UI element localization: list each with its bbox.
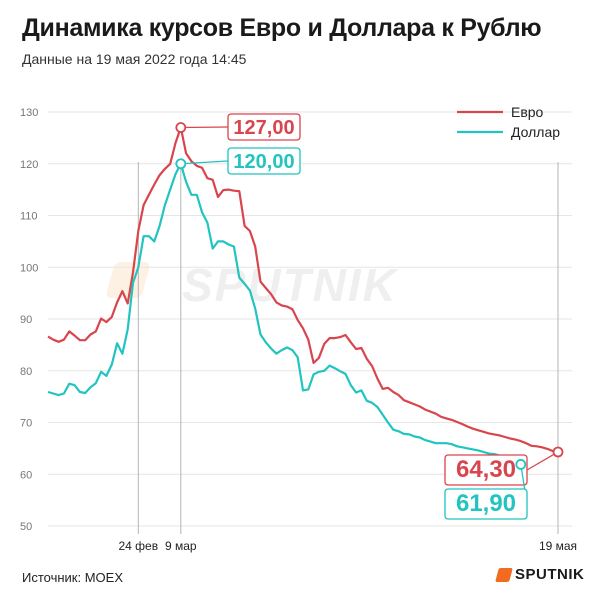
y-tick-label: 50 — [20, 521, 32, 533]
data-label: 61,90 — [456, 490, 516, 517]
y-tick-label: 60 — [20, 469, 32, 481]
highlight-point — [175, 158, 187, 170]
brand-name: SPUTNIK — [515, 566, 585, 583]
legend-label: Евро — [511, 104, 544, 120]
x-tick-label: 9 мар — [165, 539, 197, 553]
callout-leader — [180, 160, 229, 165]
x-tick-label: 19 мая — [539, 539, 577, 553]
euro-series-line — [47, 126, 559, 454]
chart-subtitle: Данные на 19 мая 2022 года 14:45 — [22, 51, 247, 67]
brand-mark-icon — [495, 567, 513, 582]
callout-box — [227, 147, 301, 175]
y-tick-label: 120 — [20, 159, 38, 171]
callout-box — [444, 488, 528, 520]
callout-box — [444, 454, 528, 486]
dollar-series-line — [47, 162, 522, 466]
callout-leader — [526, 451, 559, 471]
x-tick-label: 24 фев — [119, 539, 159, 553]
highlight-point — [175, 122, 187, 133]
y-tick-label: 130 — [20, 107, 38, 119]
chart-title: Динамика курсов Евро и Доллара к Рублю — [22, 14, 542, 42]
source-note: Источник: MOEX — [22, 570, 124, 585]
y-tick-label: 70 — [20, 418, 32, 430]
callout-leader — [180, 126, 229, 129]
legend-label: Доллар — [511, 124, 560, 140]
y-tick-label: 80 — [20, 366, 32, 378]
highlight-point — [552, 446, 564, 458]
data-label: 120,00 — [233, 151, 294, 173]
callout-box — [227, 113, 301, 141]
data-label: 127,00 — [233, 117, 294, 139]
data-label: 64,30 — [456, 456, 516, 483]
y-tick-label: 100 — [20, 262, 38, 274]
highlight-point — [515, 459, 527, 470]
y-tick-label: 90 — [20, 314, 32, 326]
brand-logo: SPUTNIK — [495, 566, 585, 583]
y-tick-label: 110 — [20, 211, 38, 223]
